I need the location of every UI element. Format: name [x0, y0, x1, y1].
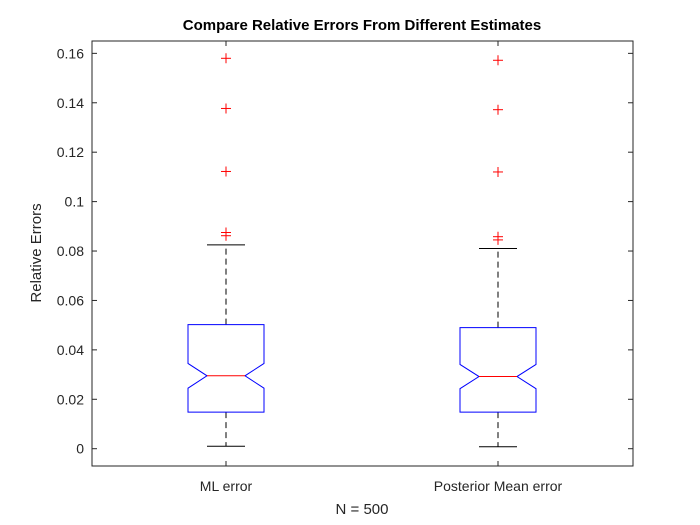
- x-tick-label: Posterior Mean error: [434, 478, 563, 494]
- y-axis-label: Relative Errors: [28, 203, 45, 302]
- y-tick-label: 0.02: [57, 391, 84, 407]
- y-tick-label: 0.06: [57, 292, 84, 308]
- x-axis-label: N = 500: [336, 501, 389, 518]
- notched-box: [459, 327, 537, 413]
- y-tick-label: 0: [76, 441, 84, 457]
- plot-area: 0 0.02 0.04 0.06 0.08 0.1 0.12 0.14 0.16 ML error…: [57, 40, 634, 494]
- y-tick-label: 0.12: [57, 144, 84, 160]
- axes-frame: [91, 40, 634, 467]
- y-tick-label: 0.14: [57, 95, 84, 111]
- x-tick-label: ML error: [200, 478, 253, 494]
- chart-title: Compare Relative Errors From Different E…: [183, 17, 541, 34]
- notched-box: [187, 324, 265, 413]
- y-tick-label: 0.08: [57, 243, 84, 259]
- y-tick-label: 0.16: [57, 45, 84, 61]
- y-tick-label: 0.04: [57, 342, 84, 358]
- y-tick-label: 0.1: [65, 194, 85, 210]
